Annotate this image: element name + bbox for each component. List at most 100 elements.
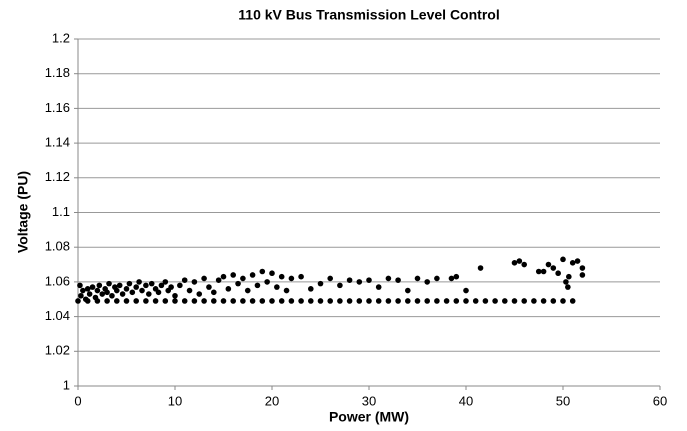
point bbox=[211, 289, 217, 296]
point bbox=[106, 280, 112, 287]
point bbox=[177, 282, 183, 289]
point bbox=[366, 298, 372, 304]
point bbox=[136, 279, 142, 285]
point bbox=[337, 282, 343, 289]
point bbox=[129, 289, 136, 296]
point bbox=[566, 273, 572, 280]
point bbox=[563, 279, 569, 285]
point bbox=[502, 298, 508, 304]
point bbox=[92, 294, 99, 301]
point bbox=[186, 287, 193, 294]
point bbox=[148, 280, 155, 287]
point bbox=[269, 270, 275, 277]
point bbox=[283, 287, 290, 294]
point bbox=[94, 287, 101, 294]
point bbox=[492, 298, 498, 304]
point bbox=[249, 298, 256, 304]
point bbox=[133, 298, 139, 304]
point bbox=[555, 270, 561, 277]
y-tick-label: 1.12 bbox=[45, 169, 70, 184]
point bbox=[259, 268, 266, 275]
point bbox=[327, 275, 334, 282]
point bbox=[424, 298, 431, 304]
point bbox=[225, 286, 232, 292]
point bbox=[249, 272, 256, 278]
point bbox=[531, 298, 537, 304]
point bbox=[405, 298, 411, 304]
point bbox=[181, 298, 188, 304]
point bbox=[535, 268, 542, 275]
point bbox=[453, 298, 460, 304]
point bbox=[172, 292, 178, 299]
point bbox=[191, 279, 198, 285]
point bbox=[116, 282, 123, 289]
x-tick-label: 60 bbox=[653, 393, 667, 408]
point bbox=[521, 298, 527, 304]
point bbox=[240, 275, 246, 282]
point bbox=[80, 287, 86, 294]
point bbox=[114, 298, 120, 304]
y-tick-label: 1.06 bbox=[45, 273, 70, 288]
point bbox=[220, 273, 227, 280]
point bbox=[434, 275, 440, 282]
point bbox=[375, 284, 382, 290]
point bbox=[356, 279, 363, 285]
point bbox=[201, 298, 207, 304]
point bbox=[123, 286, 130, 292]
point bbox=[152, 298, 159, 304]
point bbox=[278, 298, 285, 304]
y-tick-label: 1.08 bbox=[45, 239, 70, 254]
point bbox=[215, 277, 222, 283]
point bbox=[477, 265, 484, 271]
point bbox=[126, 280, 133, 287]
point bbox=[560, 298, 566, 304]
point bbox=[96, 282, 103, 289]
y-tick-label: 1 bbox=[63, 377, 70, 392]
point bbox=[244, 287, 251, 294]
point bbox=[104, 289, 110, 296]
point bbox=[172, 298, 178, 304]
point bbox=[298, 273, 304, 280]
point bbox=[395, 298, 401, 304]
point bbox=[511, 260, 518, 266]
x-tick-label: 40 bbox=[459, 393, 473, 408]
chart-title: 110 kV Bus Transmission Level Control bbox=[238, 7, 499, 23]
point bbox=[565, 284, 571, 290]
point bbox=[560, 256, 566, 263]
point bbox=[75, 298, 81, 304]
point bbox=[146, 291, 152, 297]
point bbox=[308, 286, 314, 292]
point bbox=[288, 298, 295, 304]
point bbox=[86, 291, 93, 297]
point bbox=[550, 265, 557, 271]
point bbox=[143, 298, 149, 304]
point bbox=[158, 282, 165, 289]
point bbox=[511, 298, 518, 304]
point bbox=[274, 284, 280, 290]
point bbox=[366, 277, 372, 283]
point bbox=[155, 289, 162, 296]
point bbox=[206, 284, 212, 290]
point bbox=[482, 298, 489, 304]
point bbox=[317, 298, 324, 304]
point bbox=[443, 298, 450, 304]
point bbox=[143, 282, 149, 289]
point bbox=[385, 298, 392, 304]
point bbox=[230, 298, 236, 304]
point bbox=[104, 298, 110, 304]
point bbox=[191, 298, 198, 304]
x-tick-label: 30 bbox=[362, 393, 376, 408]
point bbox=[574, 258, 581, 264]
point bbox=[569, 298, 576, 304]
point bbox=[162, 279, 169, 285]
point bbox=[162, 298, 169, 304]
point bbox=[569, 260, 576, 266]
point bbox=[109, 292, 115, 299]
point bbox=[434, 298, 440, 304]
point bbox=[82, 296, 89, 303]
point bbox=[375, 298, 382, 304]
point bbox=[308, 298, 314, 304]
point bbox=[211, 298, 217, 304]
x-tick-label: 20 bbox=[265, 393, 279, 408]
